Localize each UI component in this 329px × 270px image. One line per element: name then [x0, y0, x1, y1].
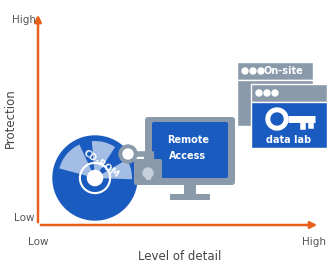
Bar — [170, 194, 210, 200]
Bar — [237, 80, 313, 126]
Circle shape — [264, 90, 270, 96]
Circle shape — [271, 113, 283, 125]
FancyBboxPatch shape — [145, 117, 235, 185]
Bar — [184, 182, 196, 194]
Text: Protection: Protection — [4, 88, 16, 148]
Wedge shape — [95, 160, 132, 179]
Circle shape — [143, 168, 153, 178]
Text: data lab: data lab — [266, 135, 312, 145]
Text: High: High — [12, 15, 36, 25]
Circle shape — [272, 90, 278, 96]
Bar — [251, 102, 327, 148]
Text: Low: Low — [28, 237, 48, 247]
Text: On-site: On-site — [263, 66, 303, 76]
FancyBboxPatch shape — [237, 62, 313, 80]
FancyBboxPatch shape — [152, 122, 228, 178]
Wedge shape — [59, 144, 95, 178]
Text: Remote: Remote — [167, 135, 209, 145]
Circle shape — [119, 145, 137, 163]
Circle shape — [250, 68, 256, 74]
FancyBboxPatch shape — [134, 159, 162, 185]
Circle shape — [242, 68, 248, 74]
Text: Access: Access — [169, 151, 207, 161]
FancyBboxPatch shape — [251, 84, 327, 102]
Circle shape — [53, 136, 137, 220]
Text: CD-ROM: CD-ROM — [81, 148, 121, 180]
Text: Low: Low — [14, 213, 34, 223]
Circle shape — [123, 149, 133, 159]
Circle shape — [266, 108, 288, 130]
Circle shape — [258, 68, 264, 74]
Circle shape — [256, 90, 262, 96]
Circle shape — [88, 170, 103, 185]
Bar — [145, 173, 150, 180]
Text: Level of detail: Level of detail — [138, 251, 222, 264]
Wedge shape — [92, 141, 115, 178]
Text: High: High — [302, 237, 326, 247]
